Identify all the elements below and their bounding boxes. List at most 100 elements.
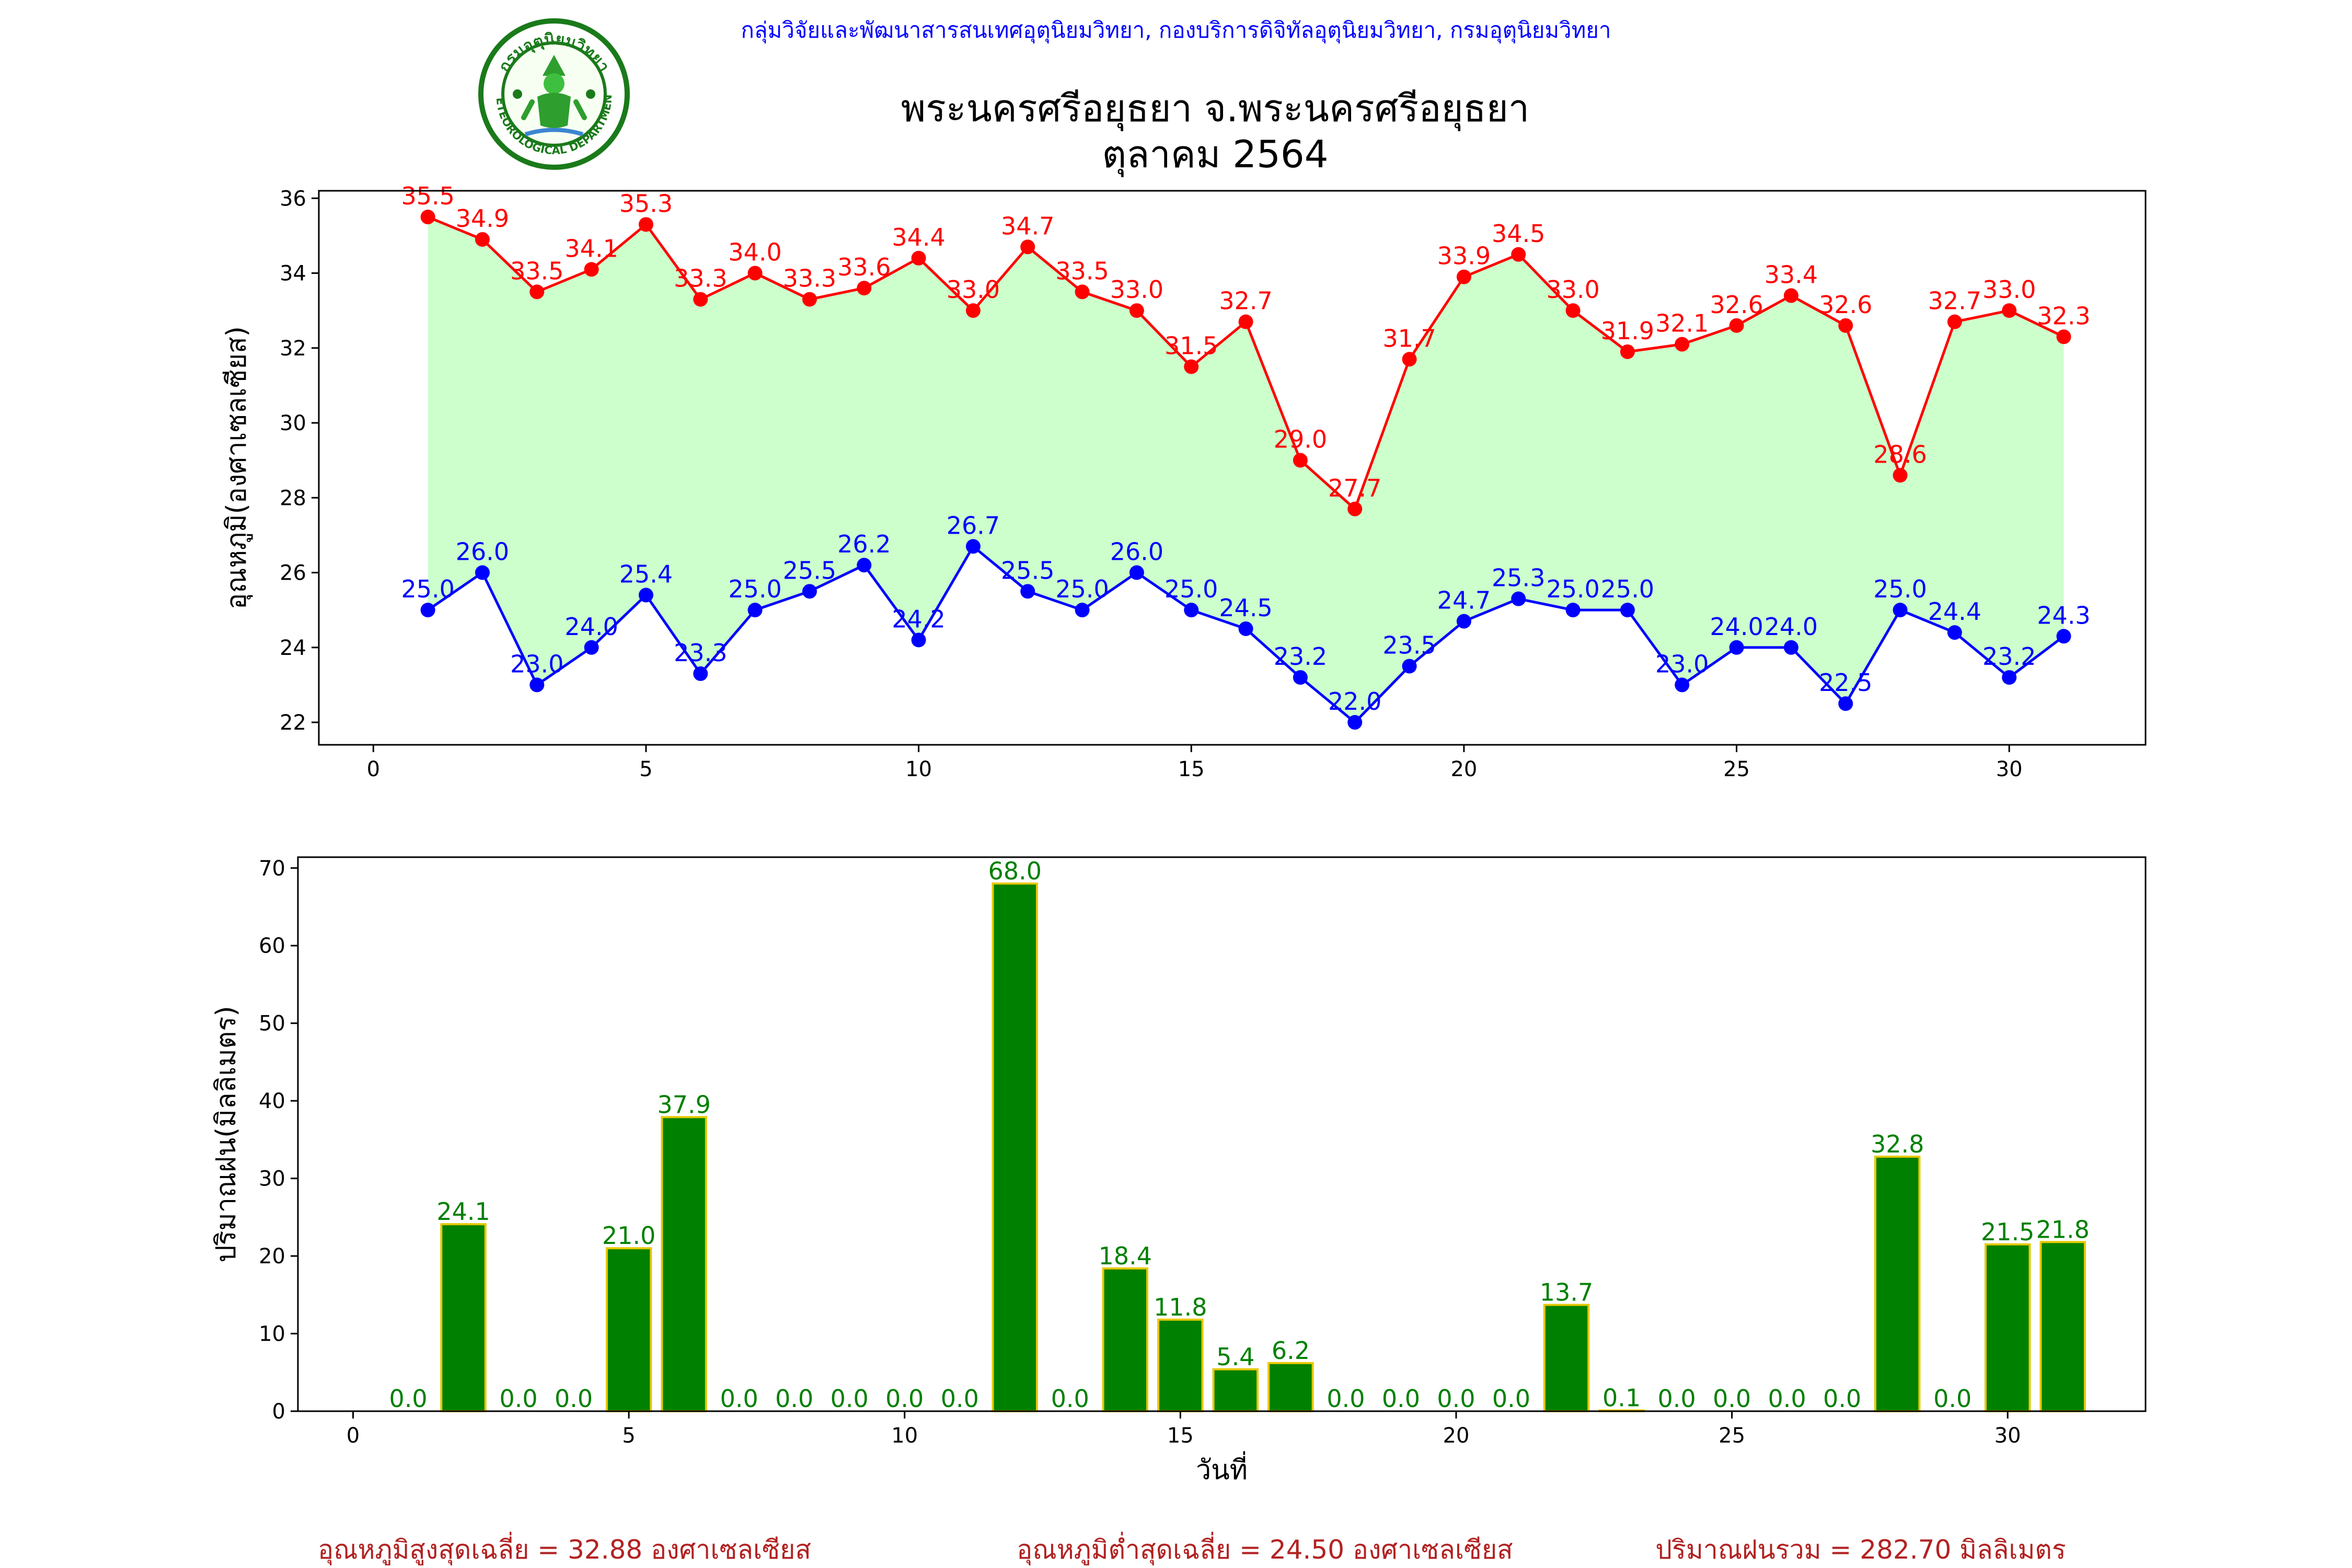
max-temp-label: 34.4 [892, 223, 945, 251]
rain-value-label: 24.1 [436, 1197, 490, 1226]
max-temp-label: 27.7 [1328, 474, 1381, 502]
min-temp-point [1293, 670, 1308, 685]
max-temp-point [1675, 337, 1690, 352]
min-temp-point [1565, 603, 1581, 618]
x-tick-label: 25 [1719, 1424, 1745, 1448]
y-tick-label: 30 [259, 1167, 285, 1191]
max-temp-point [802, 292, 817, 307]
summary-avg-min: อุณหภูมิต่ำสุดเฉลี่ย = 24.50 องศาเซลเซีย… [1017, 1532, 1513, 1565]
rain-value-label: 0.0 [775, 1385, 813, 1413]
rain-bar [2039, 1241, 2086, 1413]
min-temp-label: 25.0 [401, 575, 454, 603]
rainfall-chart: 0.0 24.1 0.0 0.0 21.0 37.9 0.0 0.0 0.0 0.0 0.0 68.0… [211, 856, 2147, 1486]
min-temp-label: 23.3 [674, 639, 727, 667]
rain-value-label: 21.5 [1981, 1218, 2034, 1246]
max-temperature-labels: 35.534.933.534.135.333.334.033.3 33.634.4… [401, 182, 2090, 502]
max-temp-label: 31.7 [1382, 324, 1436, 352]
x-tick-label: 10 [905, 757, 932, 781]
rain-value-label: 0.0 [1051, 1385, 1089, 1413]
y-tick-label: 32 [280, 337, 306, 361]
max-temp-point [1783, 288, 1798, 303]
min-temp-label: 25.0 [1601, 575, 1654, 603]
max-temp-label: 33.0 [1546, 275, 1599, 304]
min-temp-point [1729, 640, 1744, 655]
max-temp-point [1184, 359, 1199, 374]
min-temp-label: 24.0 [564, 613, 618, 641]
x-tick-label: 0 [367, 757, 380, 781]
rain-value-label: 5.4 [1216, 1343, 1254, 1371]
rain-value-label: 0.0 [1437, 1385, 1475, 1413]
min-temp-label: 26.0 [456, 538, 509, 566]
rain-value-label: 0.0 [500, 1385, 538, 1413]
rain-value-label: 21.0 [602, 1221, 655, 1250]
rain-value-label: 21.8 [2036, 1215, 2090, 1243]
rain-value-label: 0.0 [941, 1385, 979, 1413]
min-temp-point [965, 539, 981, 554]
min-temp-label: 24.4 [1928, 597, 1981, 626]
min-temp-label: 24.2 [892, 605, 945, 633]
min-temp-label: 26.2 [837, 530, 891, 558]
max-temp-point [2002, 303, 2017, 318]
y-tick-label: 70 [259, 857, 285, 881]
min-temp-point [747, 603, 763, 618]
min-temp-point [1838, 696, 1853, 711]
min-temp-point [420, 603, 435, 618]
y-tick-label: 10 [259, 1322, 285, 1346]
min-temp-point [1783, 640, 1798, 655]
max-temp-point [693, 292, 708, 307]
min-temp-point [1456, 614, 1471, 629]
y-tick-label: 26 [280, 561, 306, 585]
min-temp-point [802, 584, 817, 599]
min-temp-point [1347, 715, 1363, 730]
max-temp-point [529, 284, 545, 299]
max-temp-label: 33.4 [1765, 261, 1818, 289]
y-tick-label: 30 [280, 411, 306, 435]
rain-value-label: 0.0 [1713, 1385, 1751, 1413]
y-tick-label: 24 [280, 636, 306, 660]
max-temp-point [1402, 352, 1417, 367]
temperature-plot-frame [318, 190, 2147, 746]
min-temp-point [1238, 621, 1253, 636]
rain-value-label: 37.9 [657, 1090, 710, 1119]
rain-value-label: 0.0 [1382, 1385, 1420, 1413]
max-temp-point [911, 250, 926, 266]
max-temp-point [1075, 284, 1090, 299]
rainfall-axis-ticks: 0 10 20 30 40 50 60 70 0 5 10 15 20 25 30 [259, 857, 2021, 1448]
x-tick-label: 20 [1443, 1424, 1470, 1448]
rain-value-label: 0.0 [720, 1385, 758, 1413]
min-temp-label: 25.0 [1165, 575, 1218, 603]
min-temp-label: 23.2 [1982, 642, 2036, 671]
rain-bar [1984, 1243, 2031, 1412]
max-temp-point [638, 217, 653, 232]
max-temp-label: 29.0 [1274, 425, 1327, 454]
max-temperature-points [420, 210, 2071, 516]
max-temp-label: 32.6 [1710, 291, 1763, 319]
min-temp-label: 25.5 [783, 556, 836, 584]
rain-value-label: 0.1 [1602, 1384, 1641, 1412]
min-temp-point [1129, 565, 1144, 580]
meteorological-department-logo: กรมอุตุนิยมวิทยา METEOROLOGICAL DEPARTME… [476, 18, 630, 170]
min-temp-point [2002, 670, 2017, 685]
max-temp-point [420, 210, 435, 225]
rain-value-label: 0.0 [1823, 1385, 1861, 1413]
min-temp-label: 23.0 [1655, 650, 1709, 678]
temperature-axis-ticks: 22 24 26 28 30 32 34 36 0 5 10 15 20 25 30 [280, 187, 2023, 781]
x-tick-label: 30 [1994, 1424, 2021, 1448]
x-tick-label: 25 [1723, 757, 1750, 781]
max-temp-label: 34.0 [728, 238, 781, 267]
min-temp-label: 26.7 [947, 511, 1000, 539]
rain-value-label: 32.8 [1871, 1130, 1924, 1158]
rain-value-label: 0.0 [831, 1385, 869, 1413]
rain-value-label: 13.7 [1540, 1278, 1593, 1307]
min-temp-label: 26.0 [1110, 538, 1163, 566]
rain-value-label: 0.0 [555, 1385, 593, 1413]
max-temp-point [475, 232, 490, 247]
min-temp-label: 25.0 [1873, 575, 1927, 603]
max-temp-point [584, 262, 599, 277]
min-temp-label: 25.4 [619, 560, 673, 589]
max-temp-label: 33.9 [1437, 242, 1491, 270]
min-temp-point [1947, 625, 1962, 640]
min-temp-point [638, 587, 653, 603]
min-temp-point [475, 565, 490, 580]
